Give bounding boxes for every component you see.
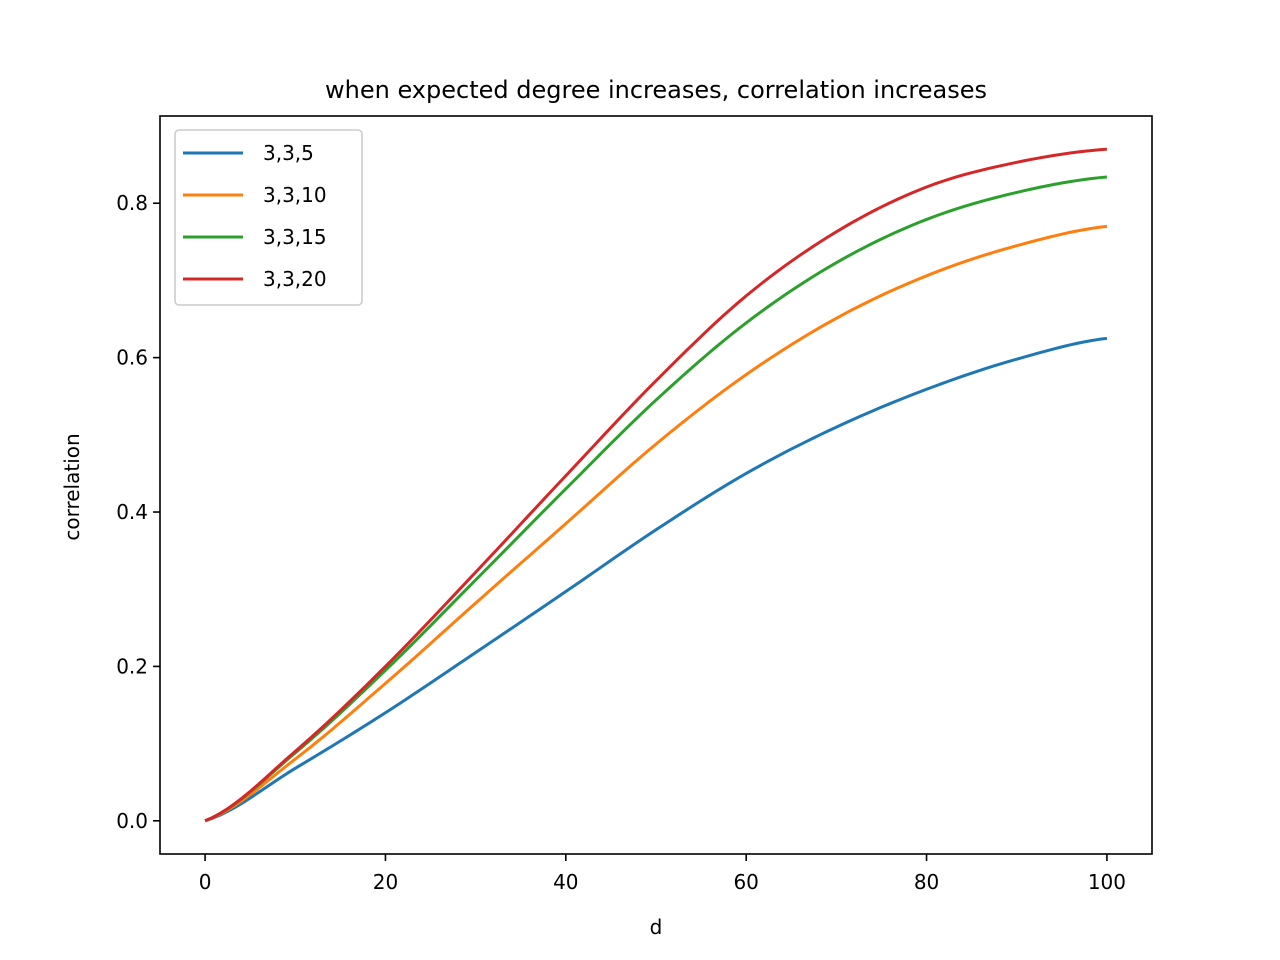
x-tick-label: 100 [1088,870,1126,894]
legend: 3,3,5 3,3,10 3,3,15 3,3,20 [174,129,363,306]
series-line-1 [204,336,1108,823]
chart-title: when expected degree increases, correlat… [325,76,987,104]
y-tick-label: 0.2 [116,654,148,678]
series-line-2 [204,224,1108,823]
axes-frame [159,115,1153,855]
x-tick-label: 60 [733,870,758,894]
y-tick-label: 0.0 [116,809,148,833]
x-tick-label: 80 [914,870,939,894]
series-line-4 [204,147,1108,823]
plot-area [204,147,1108,823]
legend-box [174,129,363,306]
y-tick-label: 0.4 [116,500,148,524]
legend-label-3: 3,3,15 [263,225,327,249]
x-tick-label: 40 [553,870,578,894]
y-axis-title: correlation [60,433,84,540]
x-tick-label: 20 [373,870,398,894]
legend-label-1: 3,3,5 [263,141,314,165]
x-tick-label: 0 [199,870,212,894]
axes: 0 20 40 60 80 100 0.0 0.2 0.4 0.6 0.8 [116,115,1153,894]
y-tick-label: 0.6 [116,346,148,370]
legend-label-2: 3,3,10 [263,183,327,207]
legend-label-4: 3,3,20 [263,267,327,291]
x-axis-title: d [650,915,663,939]
series-line-3 [204,175,1108,823]
y-tick-label: 0.8 [116,191,148,215]
